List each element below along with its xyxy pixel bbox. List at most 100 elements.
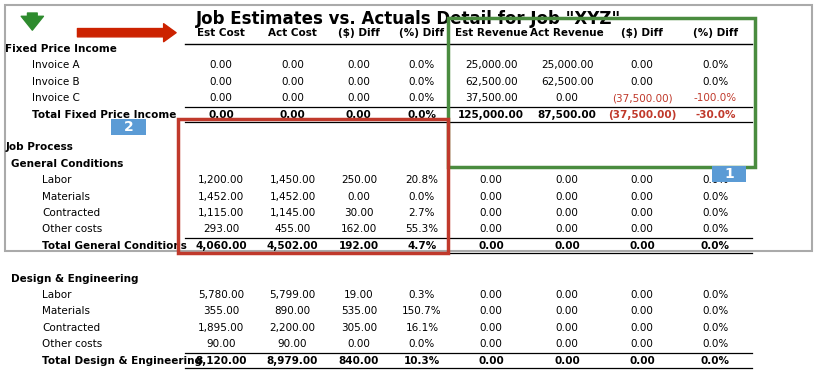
Text: 0.00: 0.00	[480, 339, 502, 349]
Text: Est Cost: Est Cost	[197, 28, 245, 38]
Text: 0.00: 0.00	[631, 208, 654, 218]
Text: Design & Engineering: Design & Engineering	[11, 274, 139, 284]
Text: 1,200.00: 1,200.00	[199, 175, 244, 185]
Text: 0.00: 0.00	[347, 339, 370, 349]
Text: 355.00: 355.00	[203, 306, 239, 317]
Text: Total Fixed Price Income: Total Fixed Price Income	[33, 110, 176, 120]
Text: 19.00: 19.00	[344, 290, 373, 300]
Text: (37,500.00): (37,500.00)	[608, 110, 676, 120]
Text: 0.00: 0.00	[210, 60, 233, 70]
Text: 150.7%: 150.7%	[402, 306, 442, 317]
Text: 0.00: 0.00	[210, 77, 233, 87]
Text: 1,452.00: 1,452.00	[198, 191, 244, 201]
Text: Act Revenue: Act Revenue	[530, 28, 604, 38]
Text: Materials: Materials	[42, 306, 90, 317]
Text: 0.00: 0.00	[631, 60, 654, 70]
Text: 0.00: 0.00	[480, 290, 502, 300]
Text: 0.00: 0.00	[281, 60, 304, 70]
Text: Invoice A: Invoice A	[33, 60, 80, 70]
Text: 0.00: 0.00	[556, 306, 578, 317]
Text: 0.0%: 0.0%	[701, 356, 730, 366]
Text: 840.00: 840.00	[338, 356, 379, 366]
Text: 0.00: 0.00	[478, 241, 504, 251]
Text: 90.00: 90.00	[278, 339, 307, 349]
Text: 55.3%: 55.3%	[405, 224, 439, 234]
Text: 0.00: 0.00	[631, 339, 654, 349]
Text: ($) Diff: ($) Diff	[621, 28, 663, 38]
Text: 890.00: 890.00	[275, 306, 310, 317]
Text: 0.0%: 0.0%	[703, 339, 729, 349]
Text: 0.0%: 0.0%	[703, 208, 729, 218]
Text: 0.00: 0.00	[555, 241, 580, 251]
Text: (37,500.00): (37,500.00)	[612, 93, 672, 103]
FancyArrowPatch shape	[21, 13, 43, 30]
Text: 0.3%: 0.3%	[408, 290, 435, 300]
Text: 0.0%: 0.0%	[408, 191, 435, 201]
Text: 0.0%: 0.0%	[701, 241, 730, 251]
Text: 0.00: 0.00	[346, 110, 372, 120]
Text: 0.0%: 0.0%	[408, 339, 435, 349]
Text: Contracted: Contracted	[42, 323, 100, 333]
Text: 0.00: 0.00	[629, 356, 655, 366]
Text: Invoice C: Invoice C	[33, 93, 80, 103]
FancyBboxPatch shape	[712, 166, 747, 182]
Text: 0.00: 0.00	[631, 77, 654, 87]
Text: Labor: Labor	[42, 175, 72, 185]
Text: 4,502.00: 4,502.00	[266, 241, 319, 251]
Text: 0.0%: 0.0%	[703, 224, 729, 234]
Text: 2.7%: 2.7%	[408, 208, 435, 218]
Text: 0.0%: 0.0%	[703, 175, 729, 185]
Text: 1,450.00: 1,450.00	[270, 175, 315, 185]
Text: 0.00: 0.00	[347, 93, 370, 103]
Text: -30.0%: -30.0%	[695, 110, 736, 120]
Text: 0.00: 0.00	[480, 224, 502, 234]
Text: Total General Conditions: Total General Conditions	[42, 241, 187, 251]
Text: 0.0%: 0.0%	[408, 93, 435, 103]
Text: 0.00: 0.00	[556, 224, 578, 234]
Text: 0.00: 0.00	[347, 191, 370, 201]
Text: 25,000.00: 25,000.00	[541, 60, 593, 70]
Text: 87,500.00: 87,500.00	[538, 110, 596, 120]
Text: 0.00: 0.00	[556, 323, 578, 333]
Text: Job Estimates vs. Actuals Detail for Job "XYZ": Job Estimates vs. Actuals Detail for Job…	[196, 10, 621, 28]
Text: 0.00: 0.00	[281, 93, 304, 103]
Text: 0.00: 0.00	[347, 60, 370, 70]
Text: 0.00: 0.00	[555, 356, 580, 366]
Text: 2,200.00: 2,200.00	[270, 323, 315, 333]
Text: Other costs: Other costs	[42, 224, 102, 234]
Text: 0.00: 0.00	[281, 77, 304, 87]
Text: 4.7%: 4.7%	[408, 241, 436, 251]
Text: General Conditions: General Conditions	[11, 159, 123, 169]
Text: 5,780.00: 5,780.00	[199, 290, 244, 300]
Text: 0.0%: 0.0%	[703, 77, 729, 87]
Text: 250.00: 250.00	[341, 175, 377, 185]
Text: Labor: Labor	[42, 290, 72, 300]
Text: ($) Diff: ($) Diff	[338, 28, 380, 38]
Text: 4,060.00: 4,060.00	[195, 241, 247, 251]
Text: -100.0%: -100.0%	[694, 93, 737, 103]
Text: (%) Diff: (%) Diff	[693, 28, 738, 38]
Text: Contracted: Contracted	[42, 208, 100, 218]
Text: 1,145.00: 1,145.00	[270, 208, 315, 218]
Text: 0.0%: 0.0%	[408, 110, 436, 120]
Text: 162.00: 162.00	[341, 224, 377, 234]
Text: 0.00: 0.00	[480, 208, 502, 218]
Text: Total Design & Engineering: Total Design & Engineering	[42, 356, 202, 366]
Text: 62,500.00: 62,500.00	[465, 77, 517, 87]
Text: 0.00: 0.00	[347, 77, 370, 87]
Text: 20.8%: 20.8%	[405, 175, 439, 185]
Text: 0.0%: 0.0%	[703, 323, 729, 333]
Text: 0.00: 0.00	[480, 175, 502, 185]
Text: 90.00: 90.00	[207, 339, 236, 349]
Text: 0.0%: 0.0%	[703, 191, 729, 201]
Text: 0.00: 0.00	[480, 306, 502, 317]
Text: 0.00: 0.00	[631, 224, 654, 234]
Text: 305.00: 305.00	[341, 323, 377, 333]
Text: 0.00: 0.00	[631, 175, 654, 185]
Text: 30.00: 30.00	[344, 208, 373, 218]
Text: Materials: Materials	[42, 191, 90, 201]
Text: 0.00: 0.00	[480, 191, 502, 201]
Text: 535.00: 535.00	[341, 306, 377, 317]
Text: 0.00: 0.00	[556, 208, 578, 218]
Text: 0.00: 0.00	[480, 323, 502, 333]
